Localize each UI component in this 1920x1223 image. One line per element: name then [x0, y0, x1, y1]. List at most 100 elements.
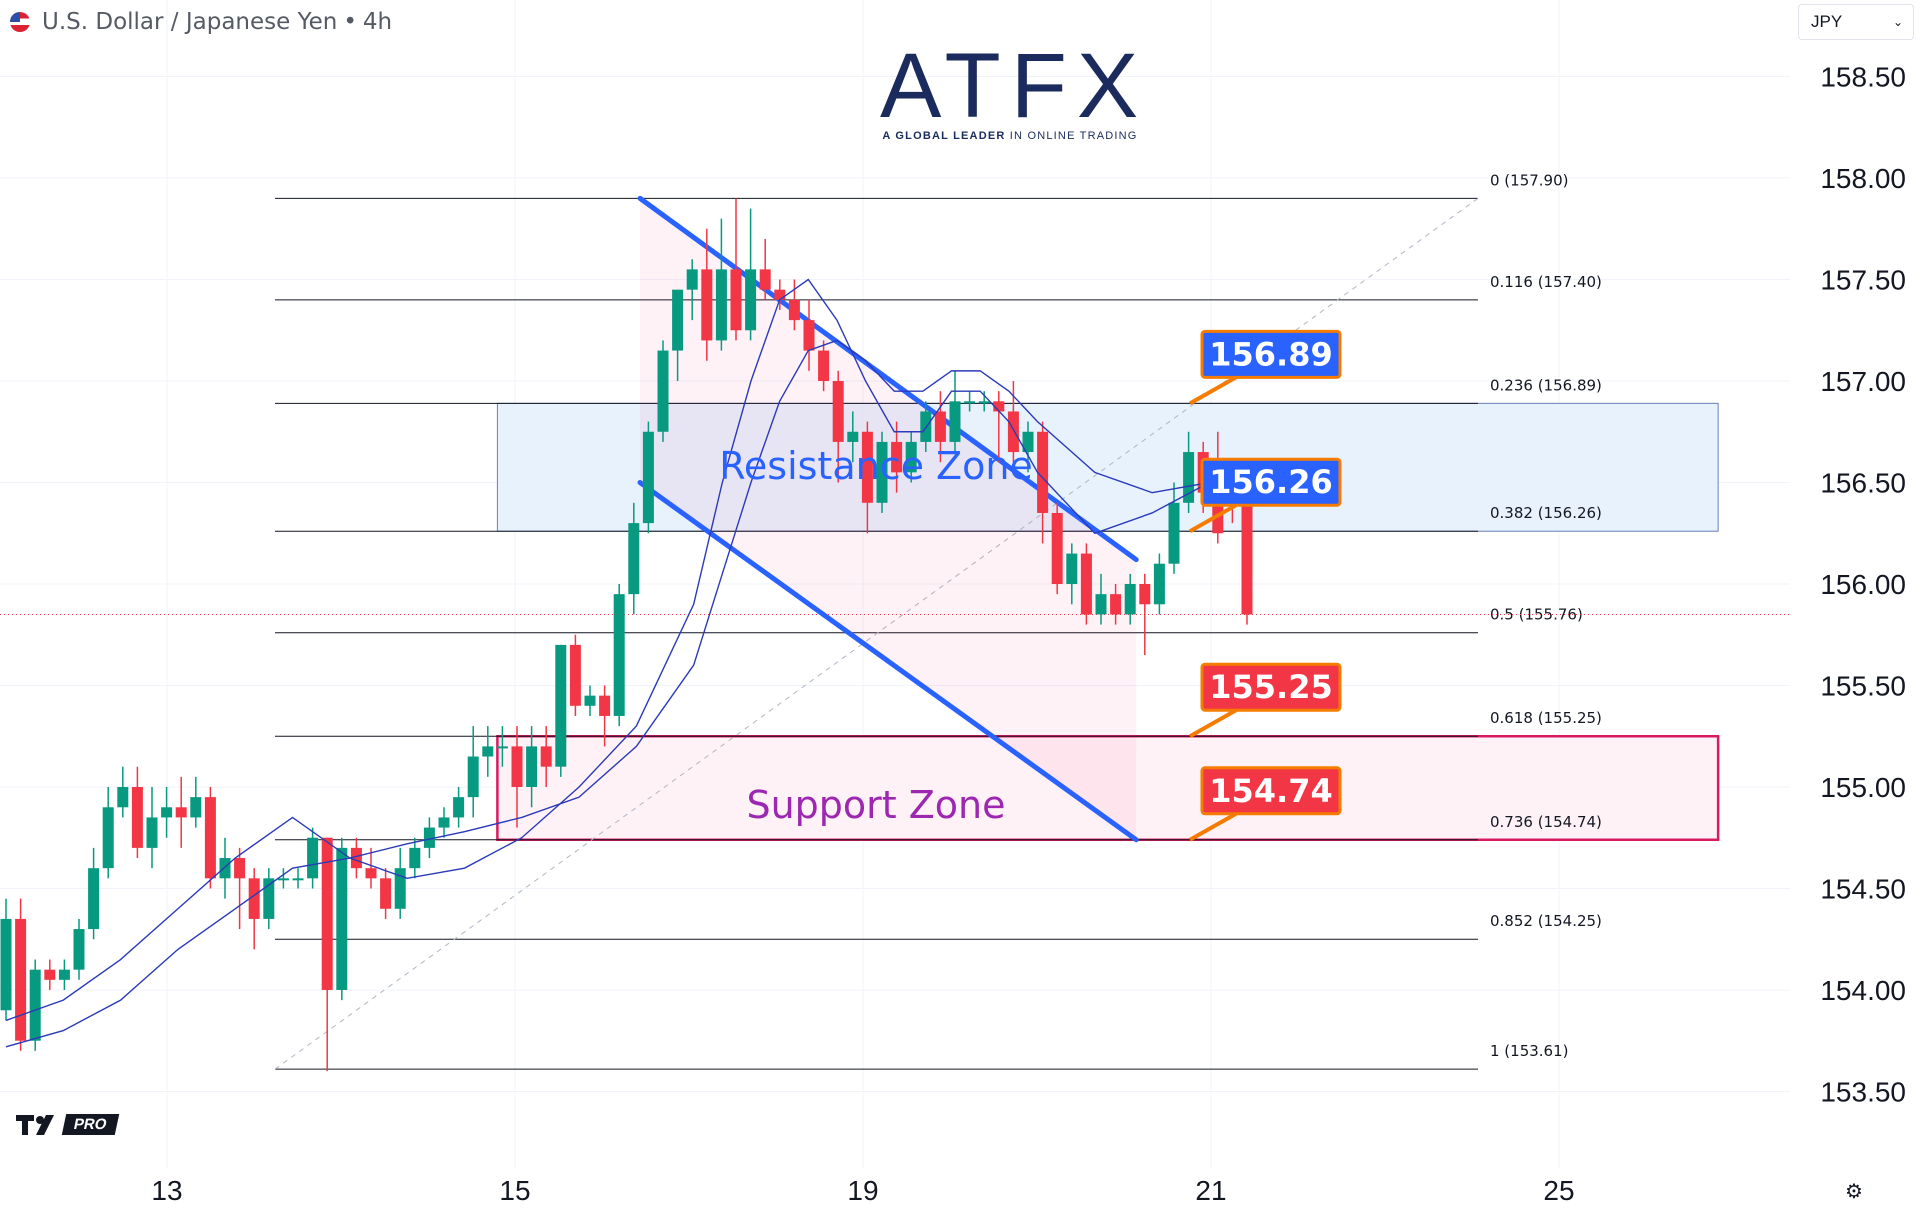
candle-up [58, 969, 70, 980]
logo-tagline-bold: A GLOBAL LEADER [882, 130, 1006, 142]
candle-up [73, 929, 85, 970]
y-tick-label: 158.50 [1820, 62, 1906, 93]
candle-up [336, 847, 348, 990]
price-label-text: 155.25 [1209, 668, 1332, 706]
candle-down [15, 918, 27, 1041]
candle-down [701, 269, 713, 341]
logo-tagline: A GLOBAL LEADER IN ONLINE TRADING [880, 130, 1140, 142]
y-tick-label: 154.50 [1820, 873, 1906, 904]
interval-label[interactable]: 4h [362, 9, 393, 35]
candle-up [0, 918, 12, 1011]
candle-up [277, 878, 289, 881]
candle-down [569, 644, 581, 706]
candle-down [1051, 512, 1063, 584]
currency-selector[interactable]: JPY ⌄ [1798, 4, 1914, 40]
currency-value: JPY [1811, 12, 1843, 31]
candle-down [730, 269, 742, 331]
candle-up [1022, 431, 1034, 453]
candle-down [832, 381, 844, 442]
candle-down [350, 847, 362, 869]
price-label-text: 156.89 [1209, 335, 1332, 373]
price-label-box [1200, 329, 1342, 379]
candle-down [540, 746, 552, 767]
candle-up [496, 746, 508, 749]
candle-up [1066, 553, 1078, 584]
fib-level-label: 0.236 (156.89) [1490, 376, 1602, 394]
tradingview-logo[interactable]: PRO [16, 1114, 119, 1135]
logo-tagline-rest: IN ONLINE TRADING [1009, 130, 1138, 142]
price-label-box [1200, 662, 1342, 712]
price-label-pointer [1189, 375, 1237, 406]
candle-down [1241, 502, 1253, 615]
price-label-pointer [1189, 503, 1237, 533]
candle-up [672, 289, 684, 351]
candle-up [905, 441, 917, 473]
y-tick-label: 156.00 [1820, 569, 1906, 600]
candle-up [307, 837, 319, 879]
candle-down [934, 411, 946, 442]
zones [496, 402, 1720, 842]
price-label-pointer [1189, 812, 1237, 842]
candle-down [248, 878, 260, 919]
logo-wordmark: ATFX [880, 35, 1149, 137]
candle-down [131, 786, 143, 848]
candle-down [365, 868, 377, 879]
fib-level-label: 0 (157.90) [1490, 171, 1569, 189]
gear-icon[interactable]: ⚙ [1845, 1180, 1863, 1203]
candle-up [88, 868, 100, 930]
y-tick-label: 155.00 [1820, 772, 1906, 803]
candle-down [175, 807, 187, 818]
y-tick-label: 158.00 [1820, 163, 1906, 194]
channel-lower-line [637, 480, 1139, 843]
candle-up [292, 878, 304, 881]
fib-level-label: 0.852 (154.25) [1490, 912, 1602, 930]
candle-up [555, 644, 567, 767]
candle-up [423, 827, 435, 848]
axis-ticks: 158.50 158.00 157.50 157.00 156.50 156.00 155.… [151, 62, 1906, 1206]
resistance-zone [496, 402, 1719, 532]
candle-up [642, 431, 654, 524]
fib-level-label: 1 (153.61) [1490, 1042, 1569, 1060]
candle-up [847, 431, 859, 442]
candle-down [1007, 411, 1019, 453]
candle-down [511, 746, 523, 787]
candle-up [1124, 584, 1136, 615]
candle-up [161, 807, 173, 818]
candle-up [438, 817, 450, 828]
chevron-down-icon: ⌄ [1892, 15, 1903, 29]
candle-up [745, 269, 757, 331]
y-tick-label: 157.50 [1820, 265, 1906, 296]
candle-up [409, 847, 421, 869]
candlestick-series [0, 198, 1253, 1072]
candle-down [599, 695, 611, 716]
symbol-title[interactable]: U.S. Dollar / Japanese Yen [42, 9, 338, 35]
candle-up [263, 878, 275, 919]
candle-up [117, 786, 129, 808]
candle-up [394, 868, 406, 909]
y-tick-label: 155.50 [1820, 670, 1906, 701]
candle-up [29, 969, 41, 1041]
candle-down [234, 858, 246, 879]
candle-down [993, 401, 1005, 412]
moving-average-slow [5, 339, 1239, 1048]
candle-up [657, 350, 669, 432]
candle-up [453, 797, 465, 818]
candle-down [44, 969, 56, 980]
candle-up [1153, 563, 1165, 605]
fib-level-label: 0.618 (155.25) [1490, 709, 1602, 727]
candle-up [467, 756, 479, 798]
fib-level-label: 0.116 (157.40) [1490, 273, 1602, 291]
resistance-zone-label: Resistance Zone [719, 444, 1033, 488]
separator-dot: • [343, 9, 357, 35]
candle-up [584, 695, 596, 706]
y-tick-label: 157.00 [1820, 366, 1906, 397]
y-tick-label: 154.00 [1820, 975, 1906, 1006]
x-tick-label: 13 [151, 1175, 182, 1206]
candle-up [686, 269, 698, 290]
fib-level-label: 0.736 (154.74) [1490, 813, 1602, 831]
candle-up [978, 401, 990, 404]
descending-channel [637, 195, 1139, 843]
candle-down [1110, 594, 1122, 615]
candle-down [204, 797, 216, 879]
